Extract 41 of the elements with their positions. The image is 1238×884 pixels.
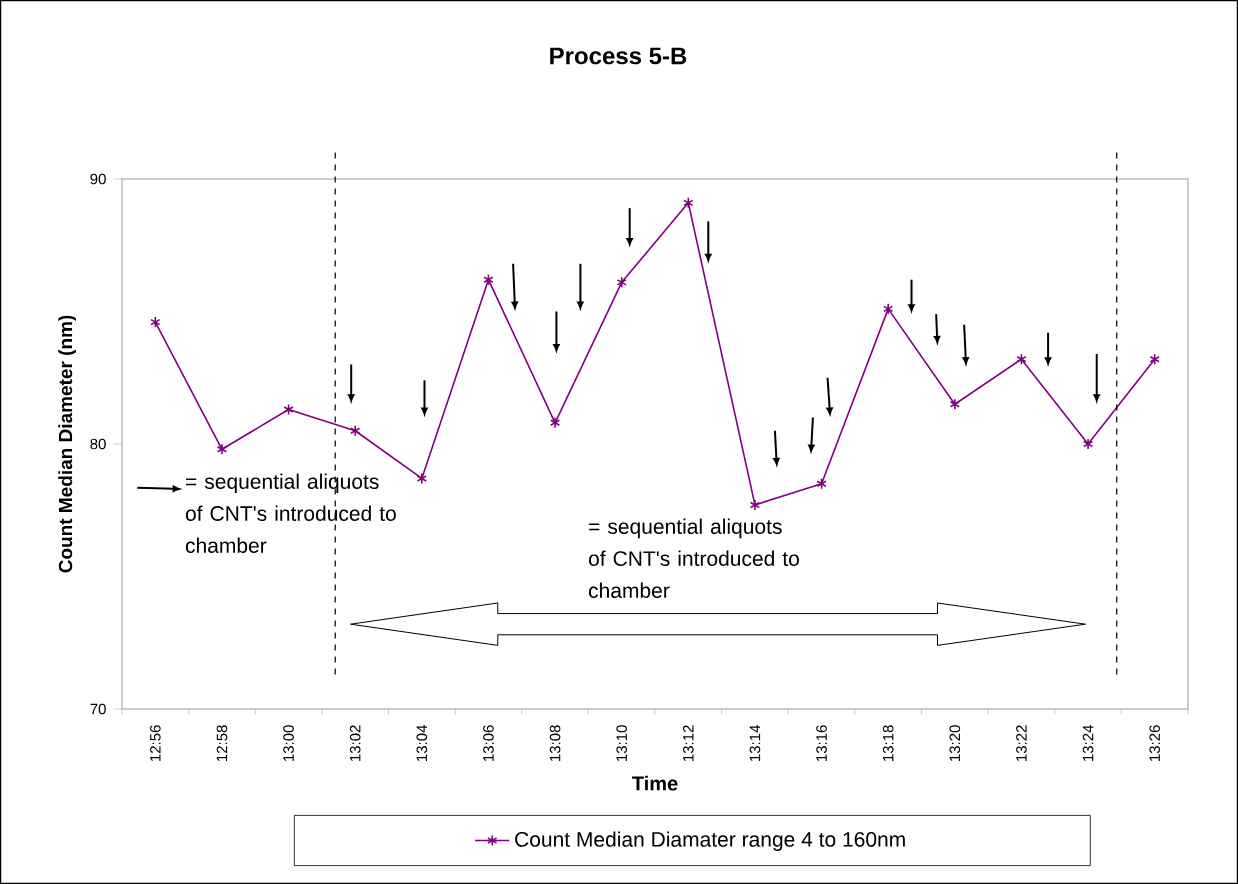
annotation: = sequential aliquots of CNT's introduced to chamber	[185, 473, 396, 553]
x-tick-label: 13:10	[616, 725, 628, 761]
point	[1082, 438, 1094, 450]
y-tick-label: 80	[90, 438, 106, 450]
x-tick-label: 13:12	[683, 725, 694, 761]
point	[416, 472, 427, 485]
chart-title: Process 5-B	[550, 47, 687, 65]
x-tick-label: 12:56	[150, 725, 161, 761]
x-axis-title: Time	[632, 775, 678, 791]
y-tick-label: 70	[90, 703, 106, 715]
x-tick-label: 13:26	[1149, 725, 1161, 761]
legend-label: Count Median Diamater range 4 to 160nm	[515, 831, 905, 851]
point	[749, 499, 761, 511]
x-tick-label: 13:22	[1016, 725, 1027, 761]
x-tick-label: 13:18	[882, 725, 894, 761]
x-tick-label: 12:58	[216, 725, 228, 761]
x-tick-label: 13:16	[816, 725, 827, 761]
x-tick-label: 13:06	[483, 725, 494, 761]
y-tick-label: 90	[90, 173, 106, 185]
point	[949, 398, 960, 411]
point	[283, 403, 294, 416]
x-tick-label: 13:04	[416, 725, 428, 761]
point	[483, 273, 494, 286]
point	[216, 443, 228, 456]
point	[350, 424, 361, 437]
point	[683, 197, 694, 209]
point	[1149, 353, 1160, 365]
x-tick-label: 13:14	[749, 725, 761, 761]
point	[816, 477, 827, 490]
x-tick-label: 13:02	[349, 725, 361, 761]
x-tick-label: 13:24	[1082, 725, 1094, 761]
point	[1016, 353, 1027, 365]
point	[616, 276, 627, 289]
point	[883, 303, 894, 315]
annotation: = sequential aliquots of CNT's introduced to chamber	[588, 518, 799, 599]
y-axis-title: Count Median Diameter (nm)	[58, 315, 76, 573]
x-tick-label: 13:08	[549, 725, 561, 761]
x-tick-label: 13:20	[949, 725, 961, 761]
x-tick-label: 13:00	[283, 725, 294, 761]
point	[150, 316, 161, 328]
point	[549, 416, 561, 429]
